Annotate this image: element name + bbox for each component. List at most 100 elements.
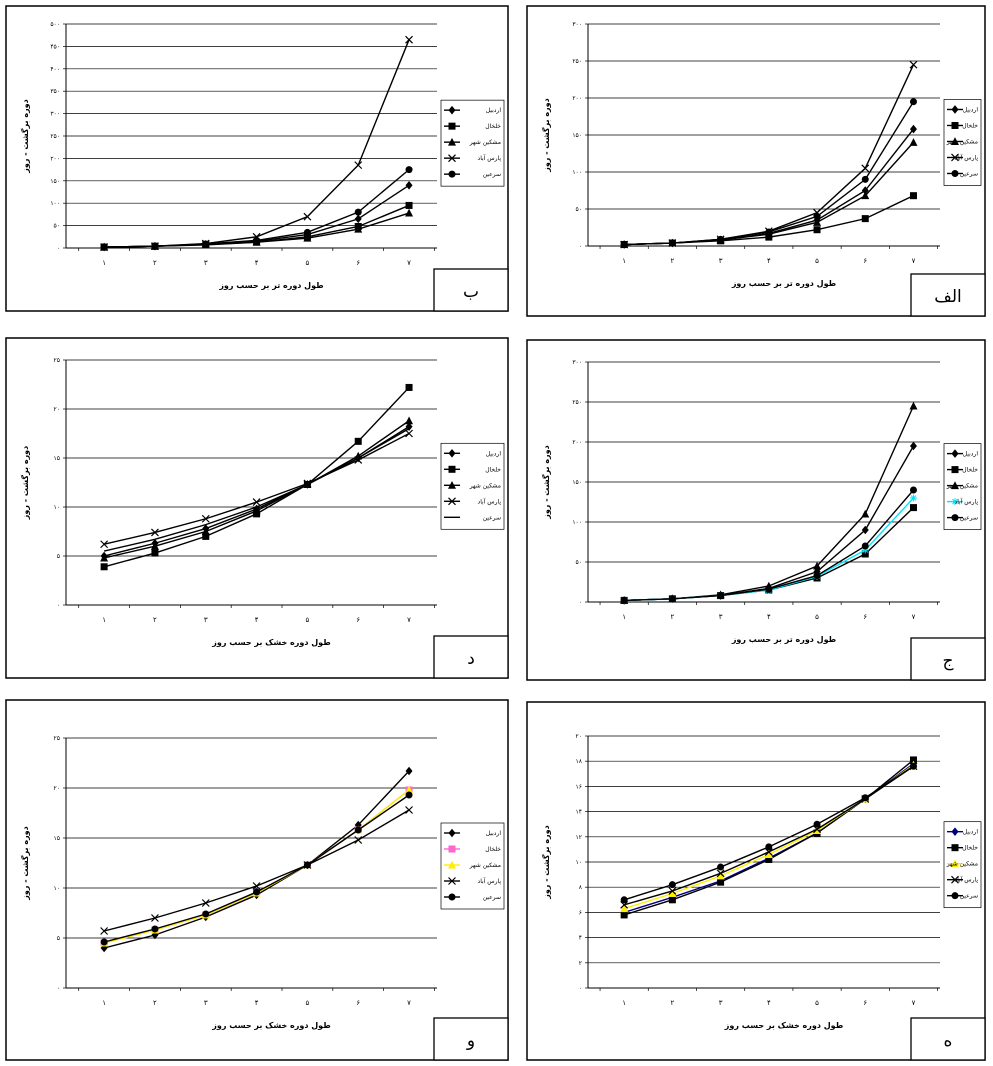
legend: اردبیل خلخال مشکین شهر پارس آباد سرعین xyxy=(440,99,505,187)
y-tick-label: ۵ xyxy=(57,935,60,942)
data-point xyxy=(620,900,629,909)
legend-label: سرعین xyxy=(960,170,978,177)
panel-letter-box xyxy=(910,273,986,317)
series-4 xyxy=(103,427,410,552)
data-point xyxy=(405,791,413,799)
y-tick-label: ۲۰۰ xyxy=(50,155,60,162)
legend-label: خلخال xyxy=(962,122,978,129)
data-point xyxy=(354,214,362,224)
data-point xyxy=(405,766,413,776)
panel-letter-box xyxy=(910,637,986,681)
x-tick-label: ۱ xyxy=(622,613,626,621)
data-point xyxy=(150,541,159,550)
x-tick-label: ۳ xyxy=(204,999,208,1007)
y-tick-label: ۴ xyxy=(579,935,582,942)
legend-marker xyxy=(951,827,959,836)
x-tick-label: ۳ xyxy=(719,613,723,621)
legend-label: سرعین xyxy=(483,894,501,901)
legend-marker xyxy=(951,498,959,506)
y-tick-label: ۱۵۰ xyxy=(572,132,582,139)
data-point xyxy=(717,235,725,243)
legend-label: مشکین شهر xyxy=(946,138,978,145)
data-point xyxy=(151,925,159,933)
panel-letter-box xyxy=(433,1017,509,1061)
data-point xyxy=(151,242,159,250)
data-point xyxy=(252,498,261,507)
x-tick-label: ۵ xyxy=(815,999,819,1007)
data-point xyxy=(717,878,725,886)
y-tick-label: ۰ xyxy=(579,985,582,992)
y-tick-label: ۱۵۰ xyxy=(50,178,60,185)
data-point xyxy=(405,806,413,814)
data-point xyxy=(354,826,362,834)
data-point xyxy=(861,191,870,200)
x-tick-label: ۶ xyxy=(863,999,867,1007)
y-tick-label: ۲۵ xyxy=(54,735,60,742)
panel-letter-box xyxy=(910,1017,986,1061)
y-tick-label: ۱۵ xyxy=(54,835,60,842)
legend-label: پارس آباد xyxy=(478,876,502,885)
legend-box xyxy=(943,99,982,186)
chart-frame xyxy=(5,699,509,1061)
y-tick-label: ۲۰ xyxy=(576,733,582,740)
y-tick-label: ۱۲ xyxy=(576,834,582,841)
data-point xyxy=(100,943,108,953)
x-tick-label: ۷ xyxy=(912,613,916,621)
data-point xyxy=(717,592,725,600)
data-point xyxy=(202,910,210,918)
data-point xyxy=(861,175,869,183)
y-tick-label: ۲۰ xyxy=(54,785,60,792)
chart-frame xyxy=(526,5,986,317)
y-tick-label: ۴۰۰ xyxy=(50,66,60,73)
y-tick-label: ۱۰ xyxy=(576,859,582,866)
data-point xyxy=(813,561,822,570)
legend-marker xyxy=(448,860,456,869)
legend-marker xyxy=(448,154,456,163)
y-tick-label: ۸ xyxy=(579,884,583,891)
data-point xyxy=(813,212,821,220)
data-point xyxy=(202,532,210,540)
data-point xyxy=(716,871,725,880)
data-point xyxy=(354,161,363,170)
data-point xyxy=(620,596,628,604)
data-point xyxy=(405,180,413,190)
y-tick-label: ۲۰۰ xyxy=(572,95,582,102)
legend-marker xyxy=(951,514,959,522)
chart-frame xyxy=(526,701,986,1061)
legend-marker xyxy=(951,105,959,114)
data-point xyxy=(861,164,870,173)
x-tick-label: ۶ xyxy=(356,259,360,267)
legend-marker xyxy=(448,137,456,146)
x-tick-label: ۴ xyxy=(767,999,771,1007)
data-point xyxy=(765,585,773,593)
data-point xyxy=(909,138,918,146)
x-axis-label: طول دوره خشک بر حسب روز xyxy=(211,638,330,647)
data-point xyxy=(405,201,413,209)
x-tick-label: ۷ xyxy=(407,999,411,1007)
legend-label: سرعین xyxy=(483,171,501,178)
y-tick-label: ۱۰ xyxy=(54,885,60,892)
x-tick-label: ۲ xyxy=(153,616,157,624)
data-point xyxy=(909,504,917,512)
y-tick-label: ۱۰۰ xyxy=(572,519,582,526)
data-point xyxy=(354,208,362,216)
data-point xyxy=(861,546,869,554)
y-axis-label: دوره برگشت - روز xyxy=(541,825,551,900)
x-tick-label: ۳ xyxy=(719,999,723,1007)
x-axis-label: طول دوره تر بر حسب روز xyxy=(731,635,836,644)
data-point xyxy=(620,896,628,904)
y-tick-label: ۱۴ xyxy=(576,809,582,816)
legend-label: مشکین شهر xyxy=(469,139,501,146)
legend-label: مشکین شهر xyxy=(469,482,501,489)
x-tick-label: ۵ xyxy=(306,259,310,267)
data-point xyxy=(100,927,109,935)
series-4 xyxy=(620,98,917,249)
legend-marker xyxy=(951,169,959,177)
legend-label: خلخال xyxy=(485,123,501,130)
legend-marker xyxy=(951,481,959,490)
legend-marker xyxy=(448,449,456,458)
data-point xyxy=(861,509,870,518)
legend: اردبیل خلخال مشکین شهر پارس آباد سرعین xyxy=(440,442,505,530)
